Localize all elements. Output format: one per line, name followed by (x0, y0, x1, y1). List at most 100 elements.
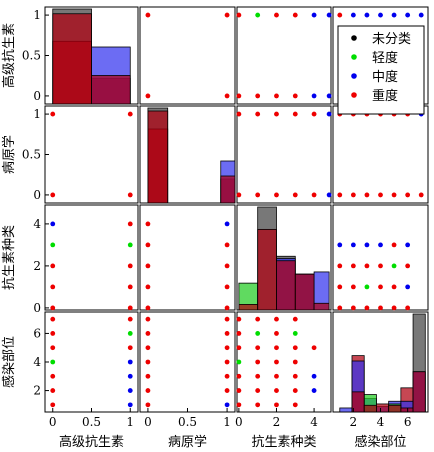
histogram-bar-3-4-5 (400, 407, 414, 413)
ytick-label-1-2: 1 (33, 107, 41, 121)
scatter-point-3-2-12 (311, 345, 317, 351)
scatter-point-2-1-3 (224, 242, 230, 248)
scatter-point-1-2-0 (236, 111, 242, 117)
scatter-point-3-1-0 (145, 316, 151, 322)
scatter-point-2-3-1 (350, 242, 356, 248)
scatter-point-2-3-18 (337, 305, 343, 311)
scatter-point-3-0-3 (127, 331, 133, 336)
legend-marker-3 (351, 92, 357, 98)
scatter-panel-3-2 (236, 316, 317, 408)
ytick-label-3-0: 2 (33, 384, 41, 398)
histogram-0 (52, 8, 131, 105)
scatter-point-0-1-3 (224, 93, 230, 99)
scatter-point-3-0-10 (50, 388, 56, 393)
histogram-bar-2-3-1 (257, 228, 277, 311)
scatter-point-3-1-1 (224, 316, 230, 322)
scatter-point-0-3-5 (405, 12, 411, 18)
scatter-point-0-2-6 (236, 93, 242, 99)
scatter-point-0-3-3 (378, 12, 383, 18)
scatter-point-0-3-0 (337, 12, 343, 18)
ytick-label-3-2: 6 (33, 326, 41, 340)
scatter-point-2-1-7 (224, 284, 230, 290)
histogram-bar-3-4-6 (412, 371, 426, 413)
scatter-point-3-2-1 (255, 316, 261, 322)
scatter-point-1-2-2 (274, 111, 279, 117)
scatter-point-1-3-13 (418, 192, 424, 198)
scatter-point-0-2-4 (311, 12, 317, 18)
panel-3-2 (236, 311, 332, 413)
scatter-point-3-0-4 (50, 345, 56, 351)
panel-0-1 (139, 6, 236, 105)
scatter-point-3-2-17 (236, 373, 242, 379)
histogram-bar-3-4-1 (351, 391, 365, 413)
scatter-point-1-2-11 (326, 192, 332, 198)
ytick-label-2-1: 2 (33, 259, 41, 273)
ytick-label-2-0: 0 (33, 301, 41, 315)
scatter-point-3-1-13 (224, 402, 230, 408)
histogram-bar-1-3-1 (220, 175, 236, 204)
scatter-point-0-2-8 (274, 93, 279, 99)
scatter-point-1-2-9 (292, 192, 298, 198)
scatter-point-2-3-9 (378, 263, 383, 269)
scatter-point-2-3-12 (337, 284, 343, 290)
scatter-point-3-1-12 (145, 402, 151, 408)
scatter-point-3-2-9 (255, 345, 261, 351)
xtick-label-0-2: 1 (126, 415, 134, 429)
scatter-point-2-0-8 (50, 305, 56, 311)
scatter-point-0-2-7 (255, 93, 261, 99)
scatter-panel-2-1 (145, 221, 230, 311)
scatter-point-3-2-6 (274, 331, 279, 336)
xtick-label-2-2: 4 (310, 415, 318, 429)
scatter-point-3-0-6 (50, 359, 56, 365)
xaxis-label-1: 病原学 (168, 434, 207, 450)
scatter-point-1-0-0 (50, 111, 56, 117)
scatter-point-3-1-8 (145, 373, 151, 379)
scatter-point-2-0-7 (127, 284, 133, 290)
scatter-point-3-2-10 (274, 345, 279, 351)
scatter-point-3-2-19 (274, 373, 279, 379)
scatter-point-0-3-4 (391, 12, 397, 18)
histogram-bar-3-4-4 (388, 404, 402, 413)
histogram-bar-2-3-4 (313, 302, 330, 311)
scatter-point-1-2-7 (255, 192, 261, 198)
scatter-point-3-0-8 (50, 373, 56, 379)
xtick-label-0-0: 0 (49, 415, 57, 429)
scatter-point-3-0-12 (50, 402, 56, 408)
histogram-bar-3-4-2 (363, 404, 377, 413)
scatter-point-2-0-3 (127, 242, 133, 248)
xtick-label-3-1: 4 (377, 415, 385, 429)
scatter-point-3-2-29 (274, 402, 279, 408)
legend-label-3: 重度 (372, 88, 398, 104)
scatter-point-2-1-0 (145, 221, 151, 227)
scatter-point-2-3-16 (391, 284, 397, 290)
scatter-point-2-3-19 (350, 305, 356, 311)
xaxis-label-3: 感染部位 (354, 434, 406, 450)
histogram-2 (238, 206, 330, 311)
scatter-point-2-1-8 (145, 305, 151, 311)
scatter-point-3-2-23 (255, 388, 261, 393)
scatter-point-3-1-2 (145, 331, 151, 336)
yaxis-label-1: 病原学 (1, 135, 17, 174)
scatter-point-3-2-20 (292, 373, 298, 379)
scatter-point-2-3-2 (364, 242, 370, 248)
legend-marker-2 (351, 73, 357, 79)
scatter-point-2-3-3 (378, 242, 383, 248)
scatter-point-0-3-6 (418, 12, 424, 18)
scatter-point-3-2-0 (236, 316, 242, 322)
scatter-point-1-0-1 (127, 111, 133, 117)
scatter-point-3-1-6 (145, 359, 151, 365)
scatter-panel-2-0 (50, 221, 133, 311)
panel-2-3 (332, 204, 429, 311)
scatter-point-3-1-4 (145, 345, 151, 351)
histogram-bar-3-4-3 (376, 403, 390, 413)
legend-marker-0 (351, 35, 357, 41)
xtick-label-2-0: 0 (235, 415, 243, 429)
scatter-point-2-0-9 (127, 305, 133, 311)
scatter-point-3-2-2 (274, 316, 279, 322)
scatter-point-3-2-5 (255, 331, 261, 336)
histogram-bar-2-3-0 (238, 304, 259, 311)
yaxis-label-2: 抗生素种类 (2, 225, 17, 290)
scatter-point-3-0-1 (127, 316, 133, 322)
scatter-point-2-3-14 (364, 284, 370, 290)
